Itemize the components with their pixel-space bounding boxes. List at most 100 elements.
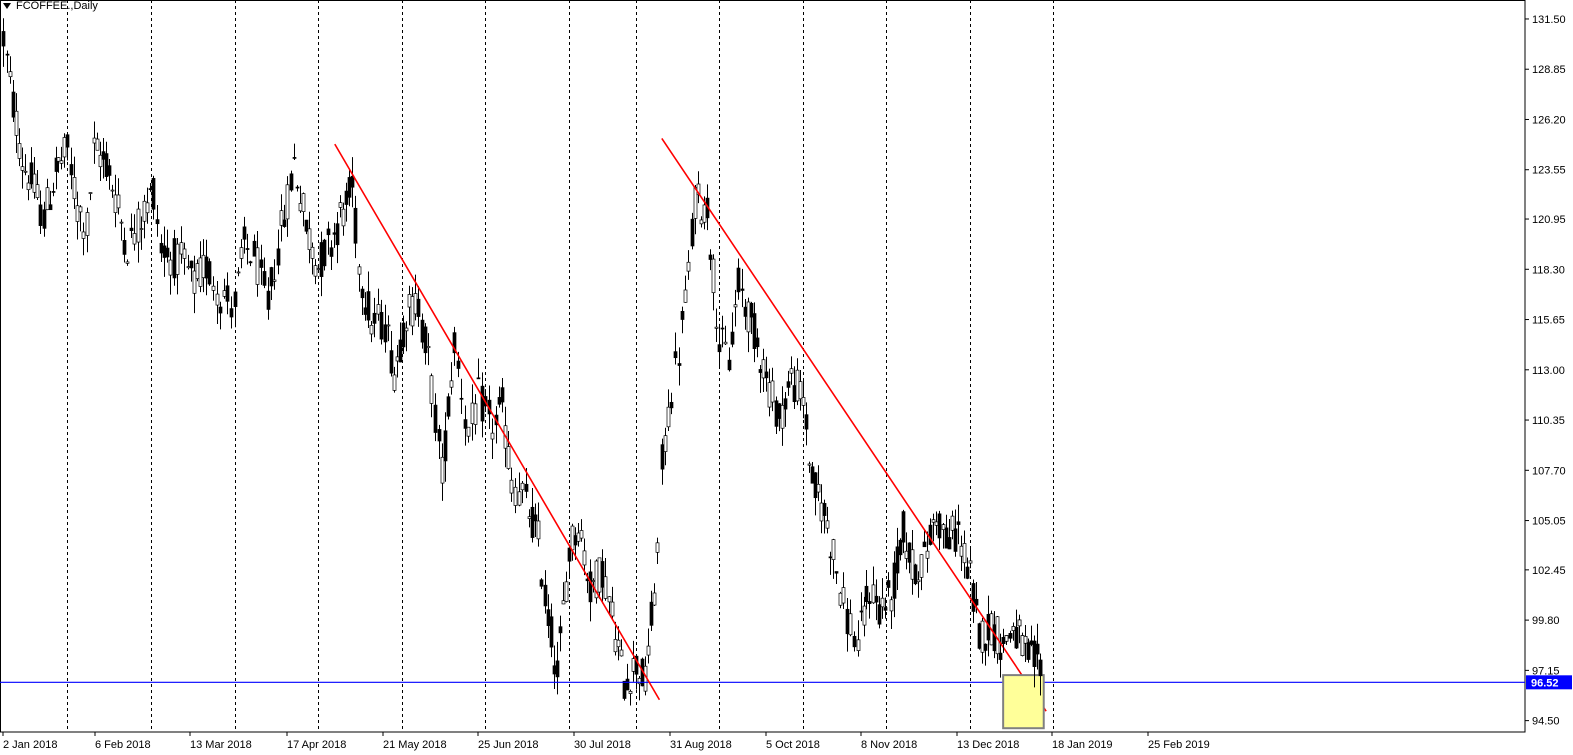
candle: [886, 572, 891, 597]
candle: [443, 412, 448, 482]
candle: [155, 205, 160, 237]
candle-body: [834, 571, 839, 574]
candle: [369, 321, 374, 343]
candle: [513, 478, 518, 514]
candle-body: [862, 605, 867, 626]
candle-body: [189, 260, 194, 269]
candle: [962, 530, 967, 579]
candle-body: [470, 402, 475, 424]
candle: [85, 207, 90, 253]
candle: [625, 663, 630, 691]
candle-body: [357, 266, 362, 275]
candle-body: [801, 397, 806, 406]
y-tick-label: 110.35: [1532, 415, 1565, 427]
candle-body: [62, 137, 67, 158]
candle: [533, 503, 538, 538]
candle-body: [901, 511, 906, 543]
candle-body: [591, 580, 596, 582]
candle: [142, 194, 147, 239]
candle-body: [1023, 636, 1028, 644]
candle-body: [533, 514, 538, 522]
candle: [711, 254, 716, 311]
candle: [683, 275, 688, 303]
candle-body: [971, 583, 976, 612]
chart-overlays: [0, 137, 1525, 730]
candle-body: [497, 397, 502, 405]
candle: [755, 328, 760, 358]
candle-body: [262, 271, 267, 286]
candle-body: [699, 219, 704, 225]
candle: [686, 250, 691, 280]
candle: [1014, 609, 1019, 649]
candle: [341, 202, 346, 236]
candle: [262, 257, 267, 289]
plot-frame: [0, 0, 1526, 733]
candle-body: [822, 503, 827, 516]
candle-body: [51, 191, 56, 193]
candle: [859, 592, 864, 622]
candle: [941, 522, 946, 549]
candle: [804, 402, 809, 446]
candle: [204, 239, 209, 296]
candle-body: [530, 506, 535, 538]
candle: [92, 121, 97, 164]
candle-body: [85, 212, 90, 236]
candle-body: [582, 550, 587, 566]
highlight-box: [1002, 674, 1045, 730]
candle: [62, 133, 67, 168]
candle: [708, 249, 713, 271]
candle-body: [761, 359, 766, 379]
candle: [54, 146, 59, 190]
candle: [298, 185, 303, 214]
candle: [452, 326, 457, 366]
candle: [95, 132, 100, 151]
candle-body: [524, 483, 529, 492]
candle-body: [407, 294, 412, 308]
candle-body: [459, 397, 464, 400]
candle-body: [289, 173, 294, 191]
x-tick-label: 25 Jun 2018: [478, 739, 539, 751]
candle-body: [825, 520, 830, 529]
candle: [864, 569, 869, 610]
candle-body: [968, 560, 973, 564]
candle-body: [175, 243, 180, 275]
candle: [285, 176, 290, 237]
candle-body: [1014, 627, 1019, 649]
candle-body: [322, 239, 327, 267]
candle-body: [561, 600, 566, 605]
chart-title[interactable]: FCOFFEE.,Daily: [3, 0, 98, 12]
candle: [652, 583, 657, 607]
candle: [831, 538, 836, 579]
candle-body: [693, 187, 698, 219]
candle: [56, 157, 61, 173]
candle: [59, 146, 64, 170]
candle: [690, 212, 695, 250]
candle-body: [539, 579, 544, 587]
candle-body: [622, 680, 627, 699]
candle: [517, 472, 522, 507]
candle: [17, 128, 22, 167]
candle-body: [72, 177, 77, 200]
candle-body: [292, 157, 297, 159]
candle: [8, 56, 13, 84]
candle: [269, 266, 274, 300]
candle-body: [182, 248, 187, 259]
candle-body: [218, 306, 223, 314]
candle-body: [379, 311, 384, 340]
candle: [959, 535, 964, 572]
candle: [125, 259, 130, 266]
candle: [5, 50, 10, 73]
candle-body: [733, 304, 738, 308]
candle: [426, 333, 431, 366]
candle: [192, 255, 197, 314]
candle: [714, 308, 719, 342]
candle: [983, 643, 988, 666]
candle: [956, 504, 961, 545]
candle: [780, 386, 785, 446]
candle-body: [764, 371, 769, 379]
candle-body: [363, 307, 368, 315]
candle-body: [282, 219, 287, 227]
candle: [848, 599, 853, 637]
candle: [910, 529, 915, 595]
